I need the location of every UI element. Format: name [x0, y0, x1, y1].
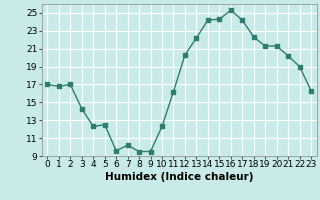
X-axis label: Humidex (Indice chaleur): Humidex (Indice chaleur)	[105, 172, 253, 182]
